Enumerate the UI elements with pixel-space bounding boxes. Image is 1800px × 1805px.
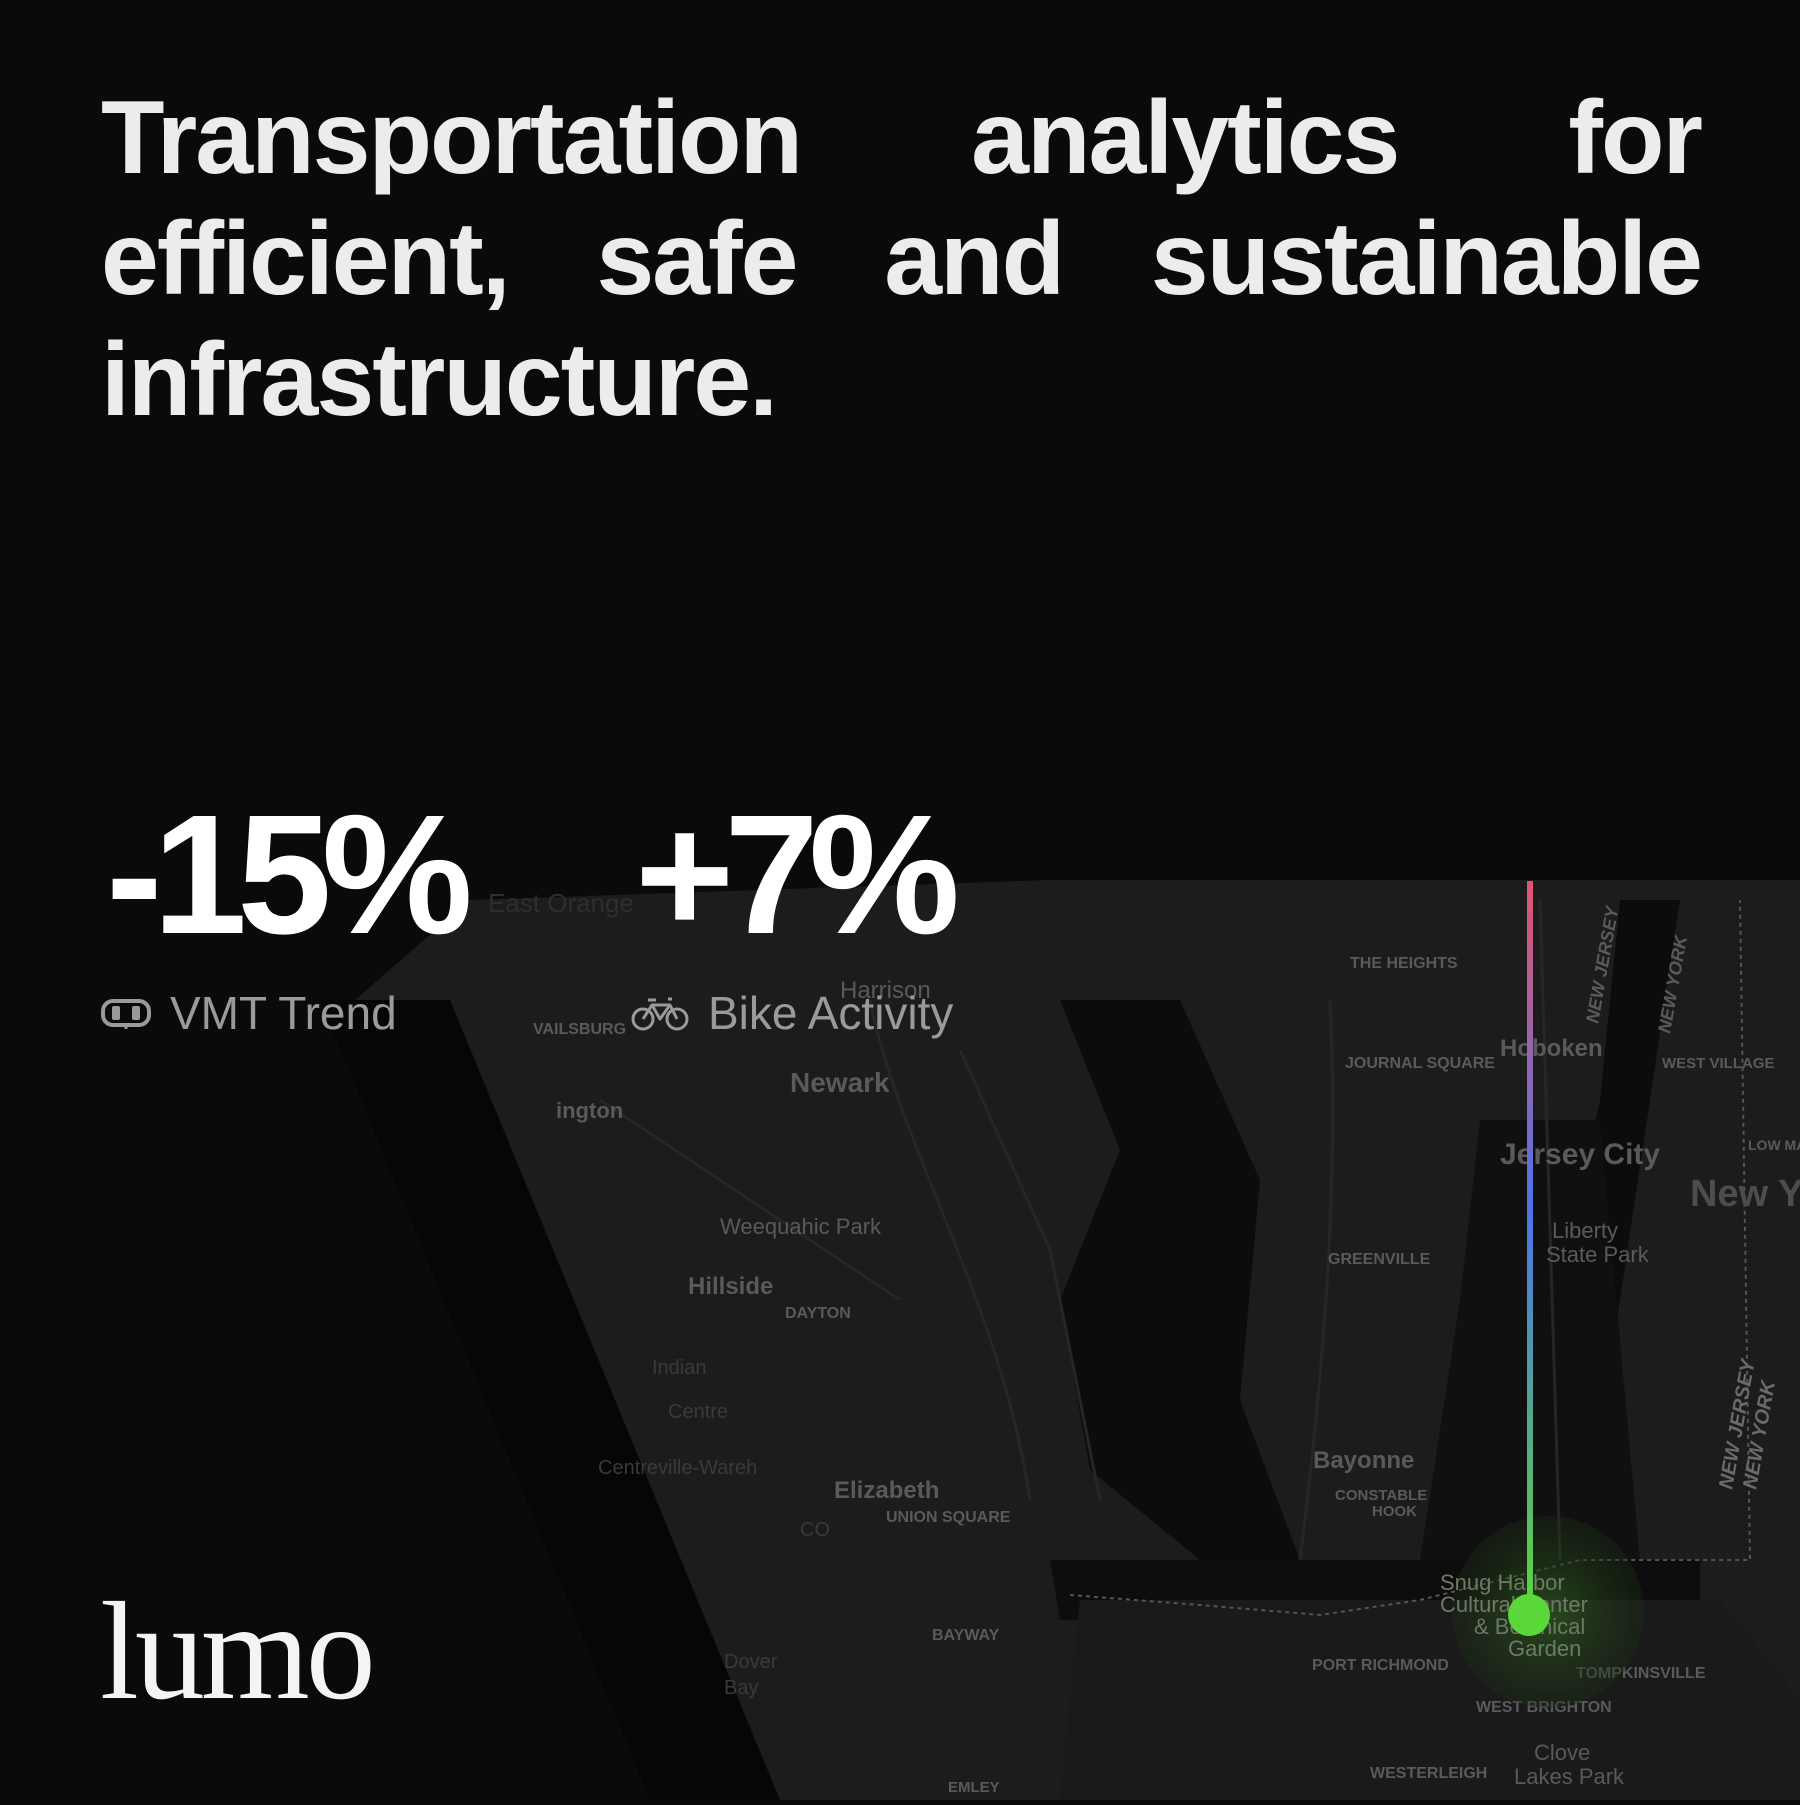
map-label: Bay: [724, 1677, 758, 1699]
map-label: Elizabeth: [834, 1477, 939, 1504]
map-label: BAYWAY: [932, 1627, 1000, 1644]
map-label: ington: [556, 1098, 623, 1123]
water-bay: [1060, 1000, 1300, 1560]
map-boundary: [1069, 899, 1752, 1617]
map-label: WEST VILLAGE: [1662, 1055, 1775, 1072]
vmt-trend-label: VMT Trend: [170, 987, 397, 1039]
map-label-group: East Orange THE HEIGHTS Harrison VAILSBU…: [488, 888, 1800, 1796]
map-label: Dover: [724, 1651, 778, 1673]
map-label: State Park: [1546, 1242, 1650, 1267]
map-label: New Y: [1690, 1173, 1800, 1215]
map-label: UNION SQUARE: [886, 1509, 1011, 1526]
map-label: Bayonne: [1313, 1447, 1414, 1474]
map-label: LOW MANH: [1748, 1137, 1800, 1153]
headline: Transportation analytics for efficient, …: [101, 80, 1703, 438]
map-label: CONSTABLE: [1335, 1487, 1427, 1504]
vmt-trend-value: -15%: [106, 780, 473, 970]
vmt-trend-label-row: VMT Trend: [100, 990, 397, 1036]
map-label: HOOK: [1372, 1503, 1417, 1520]
map-label: Indian: [652, 1357, 707, 1379]
map-label: Liberty: [1552, 1218, 1618, 1243]
svg-text:Snug Harbor: Snug Harbor: [1440, 1570, 1565, 1595]
bike-activity-label: Bike Activity: [708, 987, 954, 1039]
map-label: Harrison: [840, 977, 931, 1004]
bicycle-icon: [630, 995, 690, 1031]
map-label: WESTERLEIGH: [1370, 1765, 1487, 1782]
map-label: GREENVILLE: [1328, 1251, 1431, 1268]
map-label: Centreville-Wareh: [598, 1457, 757, 1479]
map-label: Newark: [790, 1067, 890, 1098]
map-label: East Orange: [488, 888, 634, 918]
map-label: JOURNAL SQUARE: [1345, 1055, 1495, 1072]
map-label: CO: [800, 1519, 830, 1541]
map-label: Jersey City: [1500, 1138, 1660, 1171]
shadow-band: [320, 1000, 780, 1800]
route-endpoint-marker: [1508, 1594, 1550, 1636]
map-label: EMLEY: [948, 1779, 1000, 1796]
map-label: Clove: [1534, 1740, 1590, 1765]
brand-logo: lumo: [100, 1574, 376, 1729]
bike-activity-label-row: Bike Activity: [630, 990, 953, 1036]
map-label: DAYTON: [785, 1305, 851, 1322]
route-vertical-line: [1527, 881, 1533, 1615]
map-label: THE HEIGHTS: [1350, 955, 1458, 972]
map-roads: [599, 899, 1562, 1561]
map-label: Weequahic Park: [720, 1214, 882, 1239]
map-label: Hillside: [688, 1273, 773, 1300]
map-label: Hoboken: [1500, 1035, 1603, 1062]
map-label: PORT RICHMOND: [1312, 1657, 1449, 1674]
map-label: Centre: [668, 1401, 728, 1423]
svg-text:Garden: Garden: [1508, 1636, 1581, 1661]
map-label: VAILSBURG: [533, 1021, 626, 1038]
car-icon: [100, 995, 152, 1031]
bike-activity-value: +7%: [635, 780, 960, 970]
map-label: Lakes Park: [1514, 1764, 1625, 1789]
